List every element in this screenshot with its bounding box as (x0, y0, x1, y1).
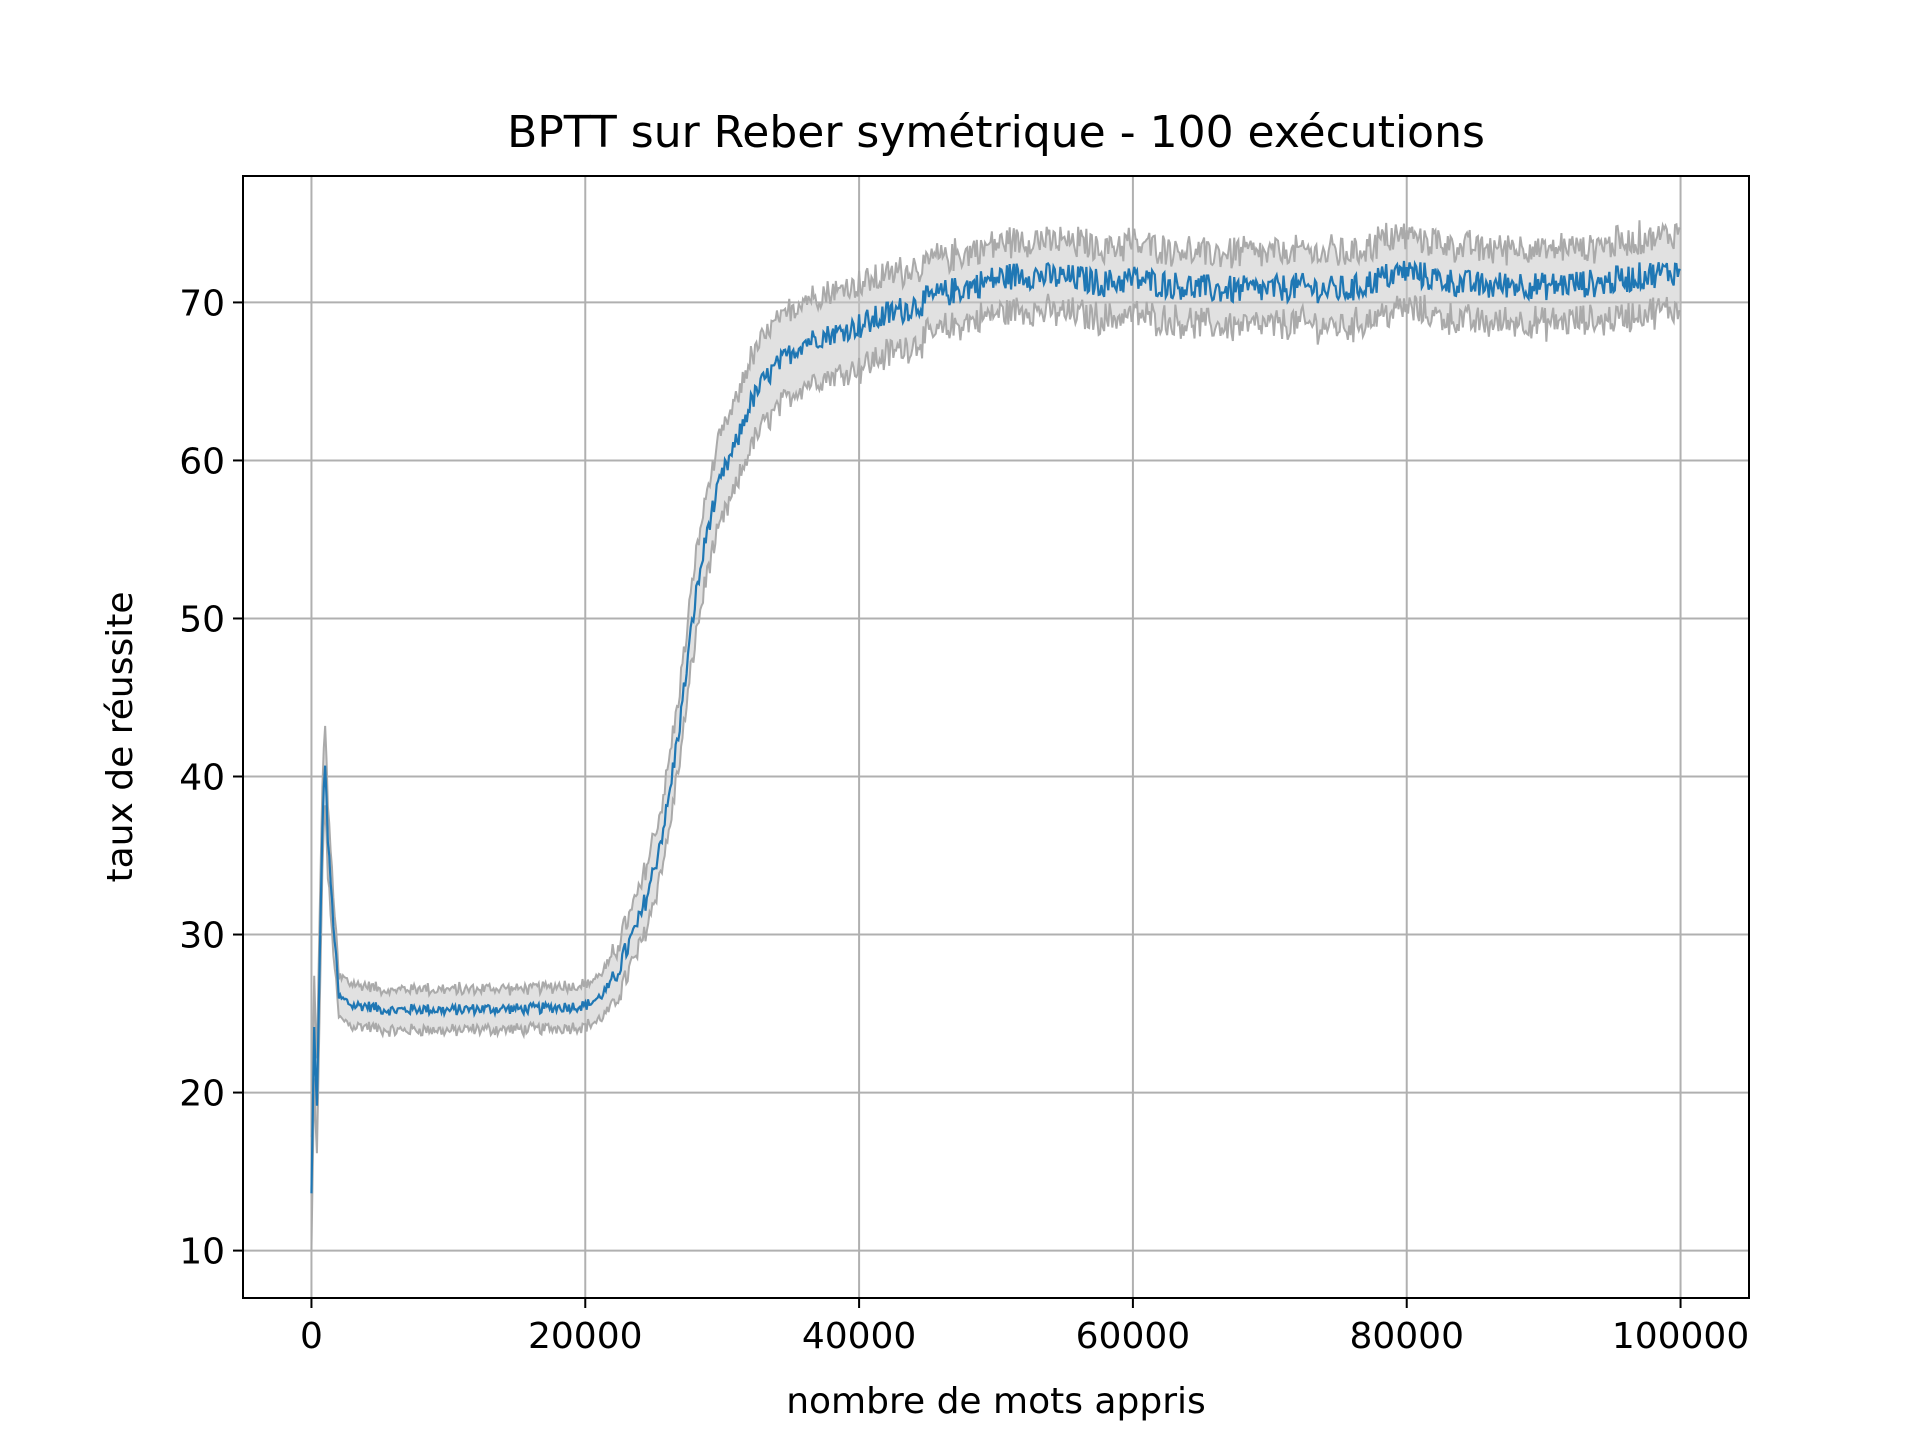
chart-title: BPTT sur Reber symétrique - 100 exécutio… (507, 107, 1485, 158)
y-tick-label: 20 (179, 1074, 225, 1115)
x-tick-label: 20000 (528, 1316, 643, 1357)
x-axis: 0 20000 40000 60000 80000 100000 (300, 1298, 1749, 1357)
y-tick-label: 30 (179, 916, 225, 957)
x-tick-label: 40000 (802, 1316, 917, 1357)
y-axis: 10 20 30 40 50 60 70 (179, 283, 243, 1273)
x-axis-label: nombre de mots appris (786, 1381, 1206, 1422)
y-tick-label: 60 (179, 441, 225, 482)
x-tick-label: 60000 (1076, 1316, 1191, 1357)
y-tick-label: 70 (179, 283, 225, 324)
y-tick-label: 40 (179, 758, 225, 799)
band-upper-line (310, 220, 1682, 1138)
y-axis-label: taux de réussite (100, 592, 141, 883)
x-tick-label: 100000 (1612, 1316, 1749, 1357)
x-tick-label: 80000 (1349, 1316, 1464, 1357)
mean-series-line (310, 259, 1681, 1194)
y-tick-label: 10 (179, 1232, 225, 1273)
mean-line (310, 259, 1681, 1194)
x-tick-label: 0 (300, 1316, 323, 1357)
band-lower-line (310, 293, 1681, 1250)
y-tick-label: 50 (179, 599, 225, 640)
dispersion-band (310, 220, 1682, 1250)
plot-frame (242, 175, 1750, 1299)
